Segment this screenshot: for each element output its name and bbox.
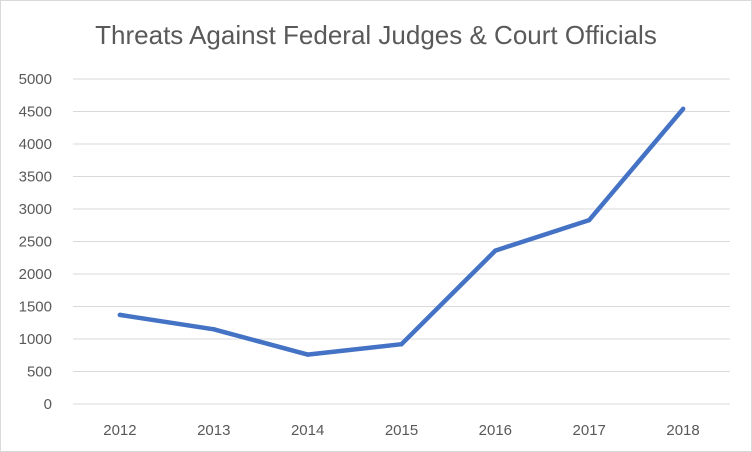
x-tick-label: 2016 [479, 422, 512, 439]
data-point-2013 [211, 327, 216, 332]
y-tick-label: 0 [44, 396, 52, 413]
y-tick-label: 5000 [19, 71, 52, 88]
y-axis-tick-labels: 0 500 1000 1500 2000 2500 3000 3500 4000 4500 5000 [19, 71, 52, 413]
series-layer [117, 106, 686, 357]
data-point-2015 [399, 342, 404, 347]
data-point-2016 [493, 248, 498, 253]
x-axis-tick-labels: 2012 2013 2014 2015 2016 2017 2018 [103, 422, 700, 439]
y-tick-label: 4000 [19, 136, 52, 153]
y-tick-label: 3500 [19, 169, 52, 186]
x-tick-label: 2014 [291, 422, 324, 439]
x-tick-label: 2018 [666, 422, 699, 439]
data-point-2014 [305, 352, 310, 357]
data-point-2017 [587, 217, 592, 223]
x-tick-label: 2012 [103, 422, 136, 439]
y-tick-label: 1000 [19, 331, 52, 348]
x-tick-label: 2013 [197, 422, 230, 439]
series-line-0 [117, 106, 686, 357]
x-tick-label: 2015 [385, 422, 418, 439]
y-tick-label: 2000 [19, 266, 52, 283]
y-tick-label: 3000 [19, 201, 52, 218]
data-point-2012 [117, 312, 123, 318]
y-tick-label: 1500 [19, 299, 52, 316]
y-tick-label: 2500 [19, 234, 52, 251]
x-tick-label: 2017 [573, 422, 606, 439]
y-tick-label: 4500 [19, 104, 52, 121]
gridlines [73, 78, 730, 405]
chart-title: Threats Against Federal Judges & Court O… [95, 20, 657, 50]
data-point-2018 [680, 106, 686, 112]
y-tick-label: 500 [27, 364, 52, 381]
